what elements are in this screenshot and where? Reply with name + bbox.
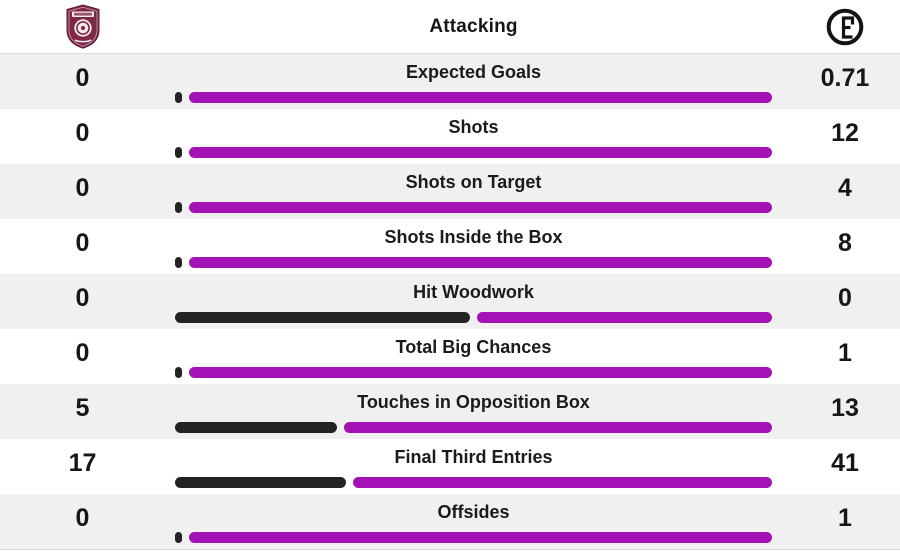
away-bar-segment xyxy=(189,92,772,103)
home-value: 0 xyxy=(75,338,90,367)
away-value: 4 xyxy=(838,173,852,202)
away-value: 8 xyxy=(838,228,852,257)
stat-middle: Final Third Entries xyxy=(165,439,790,494)
home-bar-segment xyxy=(175,147,182,158)
stat-row: 5 Touches in Opposition Box 13 xyxy=(0,384,900,439)
home-value: 0 xyxy=(75,63,90,92)
stat-row: 0 Expected Goals 0.71 xyxy=(0,54,900,109)
stat-row: 0 Total Big Chances 1 xyxy=(0,329,900,384)
cfr-cluj-crest-icon xyxy=(66,4,99,49)
stat-middle: Offsides xyxy=(165,494,790,549)
home-value: 0 xyxy=(75,118,90,147)
away-bar-segment xyxy=(353,477,772,488)
away-value: 13 xyxy=(831,393,859,422)
stat-label: Offsides xyxy=(437,502,510,522)
home-value: 17 xyxy=(68,448,97,477)
stat-row: 0 Shots 12 xyxy=(0,109,900,164)
stat-row: 0 Offsides 1 xyxy=(0,494,900,549)
stat-label: Expected Goals xyxy=(405,62,542,82)
stat-bar-track xyxy=(175,477,772,488)
stat-label: Shots xyxy=(448,117,499,137)
away-bar-segment xyxy=(189,367,772,378)
stat-label: Touches in Opposition Box xyxy=(357,392,590,412)
bottom-divider xyxy=(0,549,900,553)
stat-bar-track xyxy=(175,92,772,103)
stat-bar-track xyxy=(175,257,772,268)
home-value: 0 xyxy=(75,283,90,312)
stat-bar-track xyxy=(175,202,772,213)
home-value: 0 xyxy=(75,228,90,257)
stat-middle: Expected Goals xyxy=(165,54,790,109)
stat-bar-track xyxy=(175,367,772,378)
away-value: 41 xyxy=(831,448,859,477)
home-value: 0 xyxy=(75,173,90,202)
away-value: 12 xyxy=(831,118,859,147)
stats-header: Attacking xyxy=(0,0,900,54)
fc-lugano-crest-icon xyxy=(826,8,864,45)
home-bar-segment xyxy=(175,422,338,433)
stat-middle: Hit Woodwork xyxy=(165,274,790,329)
away-value: 1 xyxy=(838,503,852,532)
section-title: Attacking xyxy=(429,15,518,37)
stat-row: 0 Shots Inside the Box 8 xyxy=(0,219,900,274)
away-bar-segment xyxy=(344,422,772,433)
away-value: 0.71 xyxy=(820,63,870,92)
stat-label: Hit Woodwork xyxy=(413,282,534,302)
away-bar-segment xyxy=(477,312,772,323)
stat-label: Final Third Entries xyxy=(394,447,553,467)
away-value: 0 xyxy=(838,283,852,312)
home-team-logo xyxy=(0,4,165,49)
away-team-logo xyxy=(790,7,900,47)
stat-label: Shots on Target xyxy=(405,172,542,192)
stat-bar-track xyxy=(175,147,772,158)
away-bar-segment xyxy=(189,147,772,158)
stat-row: 0 Shots on Target 4 xyxy=(0,164,900,219)
home-value: 0 xyxy=(75,503,90,532)
stat-bar-track xyxy=(175,422,772,433)
away-bar-segment xyxy=(189,532,772,543)
stat-bar-track xyxy=(175,532,772,543)
stat-middle: Touches in Opposition Box xyxy=(165,384,790,439)
home-bar-segment xyxy=(175,257,182,268)
stat-middle: Shots xyxy=(165,109,790,164)
away-value: 1 xyxy=(838,338,852,367)
away-bar-segment xyxy=(189,202,772,213)
home-bar-segment xyxy=(175,202,182,213)
stat-row: 17 Final Third Entries 41 xyxy=(0,439,900,494)
stat-label: Total Big Chances xyxy=(395,337,552,357)
stat-label: Shots Inside the Box xyxy=(384,227,563,247)
stat-bar-track xyxy=(175,312,772,323)
home-bar-segment xyxy=(175,477,347,488)
away-bar-segment xyxy=(189,257,772,268)
home-bar-segment xyxy=(175,367,182,378)
stat-middle: Total Big Chances xyxy=(165,329,790,384)
stat-row: 0 Hit Woodwork 0 xyxy=(0,274,900,329)
home-bar-segment xyxy=(175,312,470,323)
stat-middle: Shots Inside the Box xyxy=(165,219,790,274)
stats-rows: 0 Expected Goals 0.71 0 Shots 12 0 Shots on Tar… xyxy=(0,54,900,549)
stat-middle: Shots on Target xyxy=(165,164,790,219)
home-bar-segment xyxy=(175,532,182,543)
home-bar-segment xyxy=(175,92,182,103)
home-value: 5 xyxy=(75,393,90,422)
